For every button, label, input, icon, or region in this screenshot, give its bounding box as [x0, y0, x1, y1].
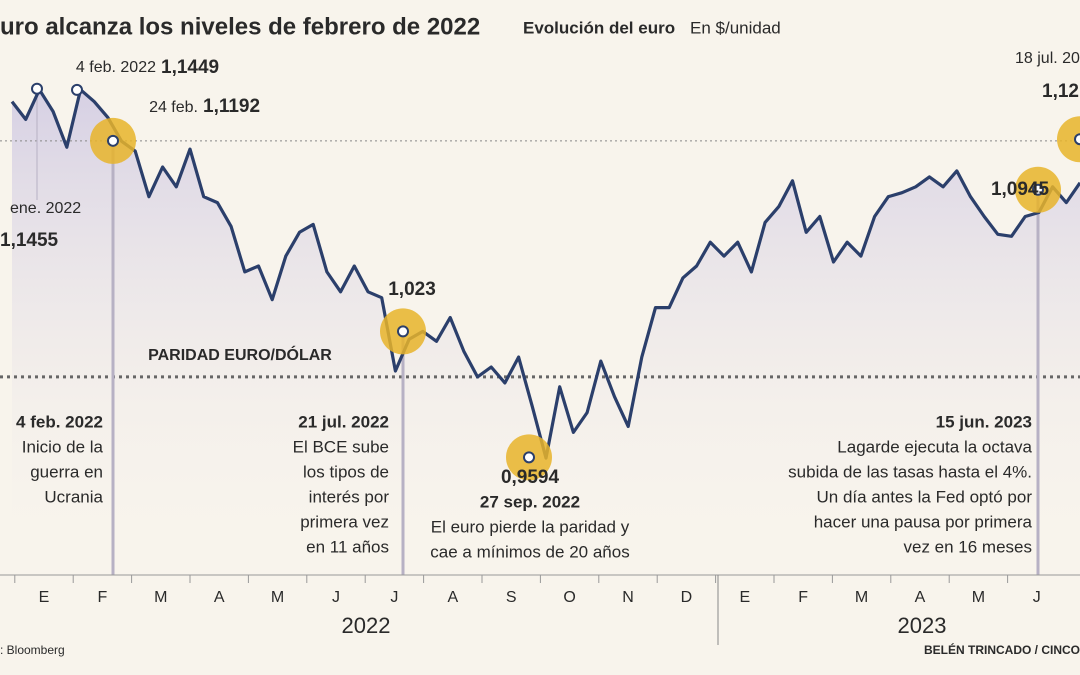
year-label: 2022	[342, 613, 391, 638]
area	[12, 89, 1080, 575]
note-line: cae a mínimos de 20 años	[430, 542, 629, 561]
note-line: Lagarde ejecuta la octava	[837, 437, 1032, 456]
x-tick-label: A	[915, 589, 926, 606]
highlight-point	[107, 134, 119, 147]
highlight-halo	[1057, 116, 1080, 163]
note-line: vez en 16 meses	[903, 537, 1032, 556]
x-tick-label: A	[214, 589, 225, 606]
highlight-point	[1032, 183, 1044, 196]
x-tick-label: F	[98, 589, 108, 606]
x-tick-label: F	[798, 589, 808, 606]
highlight-point	[71, 83, 83, 96]
note-date: 4 feb. 2022	[16, 412, 103, 431]
note-line: hacer una pausa por primera	[814, 512, 1033, 531]
highlight-value: 1,1455	[0, 230, 59, 251]
x-tick-label: M	[154, 589, 167, 606]
x-tick-label: O	[563, 589, 575, 606]
note-date: 15 jun. 2023	[936, 412, 1032, 431]
note-line: subida de las tasas hasta el 4%.	[788, 462, 1032, 481]
x-tick-label: N	[622, 589, 634, 606]
x-tick-label: M	[271, 589, 284, 606]
highlight-point	[523, 451, 535, 464]
subtitle: Evolución del euro	[523, 18, 675, 37]
note-date: 27 sep. 2022	[480, 492, 580, 511]
highlight-value: 1,1192	[203, 96, 260, 117]
note-line: Ucrania	[44, 487, 103, 506]
reference-label: PARIDAD EURO/DÓLAR	[148, 345, 332, 364]
x-tick-label: J	[1033, 589, 1041, 606]
unit: En $/unidad	[690, 18, 781, 37]
x-tick-label: A	[447, 589, 458, 606]
note-date: 21 jul. 2022	[298, 412, 389, 431]
note-line: primera vez	[300, 512, 389, 531]
year-label: 2023	[898, 613, 947, 638]
highlight-value: 1,0945	[991, 179, 1050, 200]
highlight-point	[31, 82, 43, 95]
credit: BELÉN TRINCADO / CINCO	[924, 642, 1080, 657]
note-line: los tipos de	[303, 462, 389, 481]
chart-title: uro alcanza los niveles de febrero de 20…	[0, 13, 480, 40]
highlight-value: 1,1449	[161, 57, 219, 78]
x-tick-label: E	[739, 589, 750, 606]
highlight-point	[1074, 133, 1080, 146]
x-tick-label: J	[390, 589, 398, 606]
highlight-value: 1,12	[1042, 81, 1079, 102]
highlight-date: 18 jul. 20	[1015, 50, 1080, 67]
note-line: Un día antes la Fed optó por	[817, 487, 1033, 506]
x-tick-label: E	[39, 589, 50, 606]
highlight-point	[397, 325, 409, 338]
highlight-date: 4 feb. 2022	[76, 59, 156, 76]
note-line: guerra en	[30, 462, 103, 481]
note-line: en 11 años	[306, 537, 389, 556]
highlight-date: 24 feb.	[149, 99, 198, 116]
x-tick-label: M	[972, 589, 985, 606]
x-tick-label: M	[855, 589, 868, 606]
note-line: El BCE sube	[293, 437, 389, 456]
highlight-value: 0,9594	[501, 467, 560, 488]
highlight-value: 1,023	[388, 279, 436, 300]
highlight-date: ene. 2022	[10, 200, 81, 217]
x-tick-label: J	[332, 589, 340, 606]
source: : Bloomberg	[0, 643, 65, 657]
x-tick-label: S	[506, 589, 517, 606]
x-tick-label: D	[681, 589, 693, 606]
note-line: El euro pierde la paridad y	[431, 517, 630, 536]
note-line: Inicio de la	[22, 437, 104, 456]
note-line: interés por	[309, 487, 390, 506]
